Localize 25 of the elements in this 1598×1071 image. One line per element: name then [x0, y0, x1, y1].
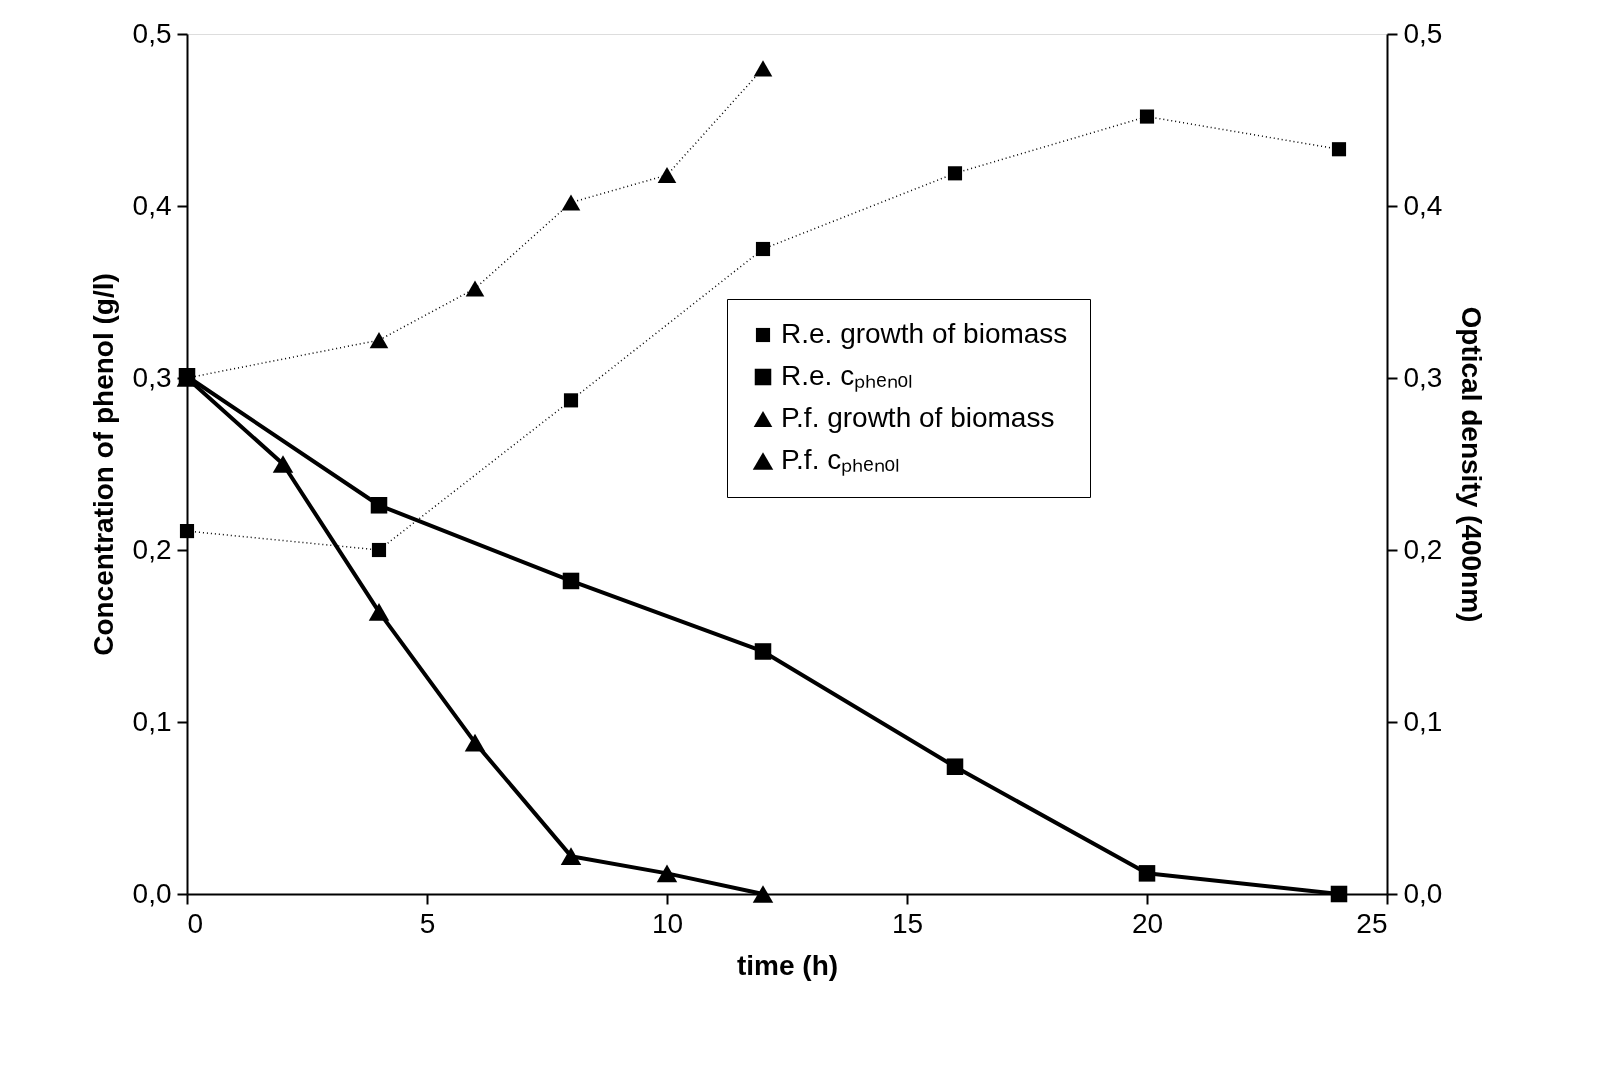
legend-label: R.e. cₚₕₑₙₒₗ: [781, 360, 914, 392]
y2-axis-title: Optical density (400nm): [1456, 306, 1488, 623]
legend-label: P.f. cₚₕₑₙₒₗ: [781, 444, 901, 476]
x-tick-label: 5: [419, 907, 436, 939]
y2-tick-label: 0,1: [1403, 705, 1443, 737]
y-axis-title: Concentration of phenol (g/l): [87, 273, 119, 656]
y2-tick-label: 0,2: [1403, 533, 1443, 565]
legend-label: R.e. growth of biomass: [781, 318, 1068, 349]
y2-tick-label: 0,4: [1403, 189, 1443, 221]
y-tick-label: 0,0: [132, 877, 172, 909]
legend-label: P.f. growth of biomass: [781, 402, 1055, 433]
y-tick-label: 0,4: [132, 189, 172, 221]
y-tick-label: 0,2: [132, 533, 172, 565]
x-tick-label: 25: [1356, 907, 1388, 939]
x-axis-title: time (h): [736, 949, 839, 981]
y-tick-label: 0,3: [132, 361, 172, 393]
x-tick-label: 10: [651, 907, 684, 939]
y2-tick-label: 0,0: [1403, 877, 1443, 909]
y2-tick-label: 0,3: [1403, 361, 1443, 393]
x-tick-label: 0: [187, 907, 204, 939]
x-tick-label: 20: [1131, 907, 1164, 939]
y-tick-label: 0,5: [132, 17, 172, 49]
x-tick-label: 15: [891, 907, 924, 939]
y-tick-label: 0,1: [132, 705, 172, 737]
y2-tick-label: 0,5: [1403, 17, 1443, 49]
